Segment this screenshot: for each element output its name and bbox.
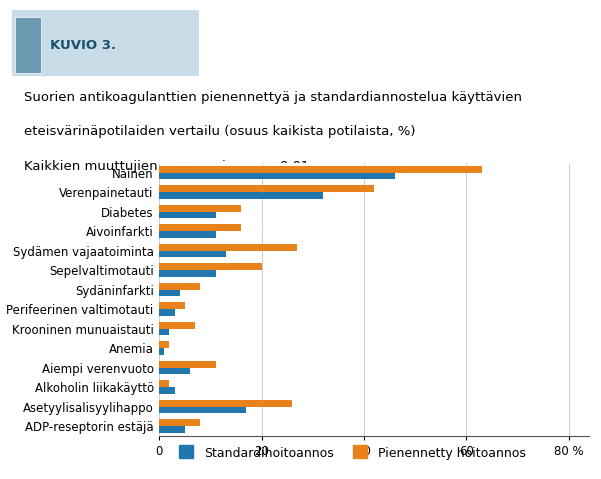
Text: eteisvärinäpotilaiden vertailu (osuus kaikista potilaista, %): eteisvärinäpotilaiden vertailu (osuus ka…	[23, 125, 415, 138]
Bar	[159, 322, 195, 329]
Bar	[159, 348, 165, 355]
Bar	[159, 407, 246, 413]
Bar	[159, 290, 180, 297]
Bar	[159, 185, 374, 192]
Bar	[159, 309, 175, 316]
Bar	[159, 368, 190, 375]
Bar	[159, 400, 292, 407]
Bar	[159, 342, 169, 348]
Bar	[159, 270, 216, 277]
Text: Kaikkien muuttujien verrannoissa p < 0,01.: Kaikkien muuttujien verrannoissa p < 0,0…	[23, 160, 313, 172]
Bar	[159, 302, 185, 309]
Bar	[159, 224, 241, 231]
Bar	[159, 172, 395, 180]
Bar	[159, 426, 185, 433]
Bar	[159, 231, 216, 238]
Bar	[159, 251, 226, 257]
Bar	[159, 283, 200, 290]
Text: Suorien antikoagulanttien pienennettyä ja standardiannostelua käyttävien: Suorien antikoagulanttien pienennettyä j…	[23, 91, 522, 104]
Legend: Standardihoitoannos, Pienennetty hoitoannos: Standardihoitoannos, Pienennetty hoitoan…	[174, 442, 531, 465]
Bar	[159, 244, 297, 251]
Text: KUVIO 3.: KUVIO 3.	[50, 39, 116, 52]
Bar	[159, 419, 200, 426]
Bar	[159, 329, 169, 335]
Bar	[159, 205, 241, 212]
Bar	[159, 192, 323, 199]
Bar	[159, 263, 261, 270]
FancyBboxPatch shape	[15, 17, 41, 73]
Bar	[159, 387, 175, 394]
Bar	[159, 380, 169, 387]
Bar	[159, 361, 216, 368]
Bar	[159, 166, 481, 172]
Bar	[159, 212, 216, 218]
FancyBboxPatch shape	[12, 10, 198, 76]
